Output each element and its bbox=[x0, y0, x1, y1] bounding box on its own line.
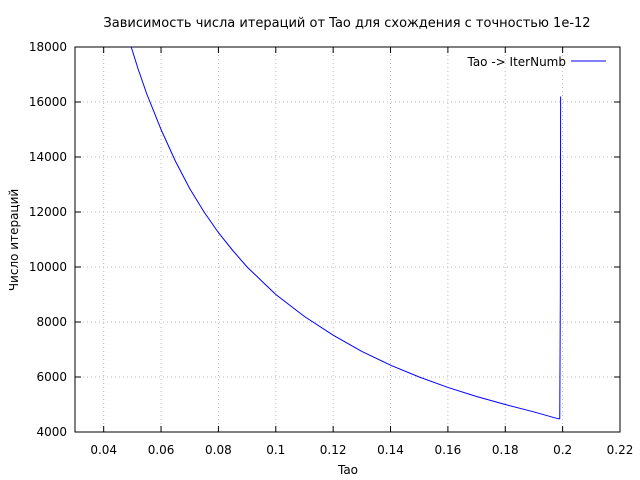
y-axis-title: Число итераций bbox=[7, 189, 21, 291]
y-tick-label: 18000 bbox=[29, 40, 67, 54]
y-tick-label: 14000 bbox=[29, 150, 67, 164]
plot-frame bbox=[74, 46, 621, 433]
x-tick-label: 0.2 bbox=[553, 443, 572, 457]
series-layer bbox=[130, 46, 562, 420]
x-tick-label: 0.12 bbox=[320, 443, 347, 457]
x-tick-label: 0.1 bbox=[266, 443, 285, 457]
y-tick-label: 6000 bbox=[36, 370, 67, 384]
legend-label: Tao -> IterNumb bbox=[466, 55, 566, 69]
grid-layer bbox=[75, 46, 621, 433]
x-tick-label: 0.08 bbox=[205, 443, 232, 457]
series-line bbox=[130, 46, 562, 420]
y-tick-label: 8000 bbox=[36, 315, 67, 329]
legend: Tao -> IterNumb bbox=[466, 55, 606, 69]
ticks-layer: 0.04 0.06 0.08 0.1 0.12 0.14 0.16 0.18 0.2 0.22 40… bbox=[29, 40, 634, 457]
x-tick-label: 0.04 bbox=[90, 443, 117, 457]
x-axis-title: Tao bbox=[337, 463, 358, 477]
x-tick-label: 0.06 bbox=[148, 443, 175, 457]
y-tick-label: 4000 bbox=[36, 425, 67, 439]
y-tick-label: 16000 bbox=[29, 95, 67, 109]
x-tick-label: 0.16 bbox=[435, 443, 462, 457]
y-tick-label: 12000 bbox=[29, 205, 67, 219]
chart-title: Зависимость числа итераций от Tao для сх… bbox=[103, 16, 590, 31]
x-tick-label: 0.22 bbox=[607, 443, 634, 457]
x-tick-label: 0.18 bbox=[492, 443, 519, 457]
x-tick-label: 0.14 bbox=[377, 443, 404, 457]
y-tick-label: 10000 bbox=[29, 260, 67, 274]
